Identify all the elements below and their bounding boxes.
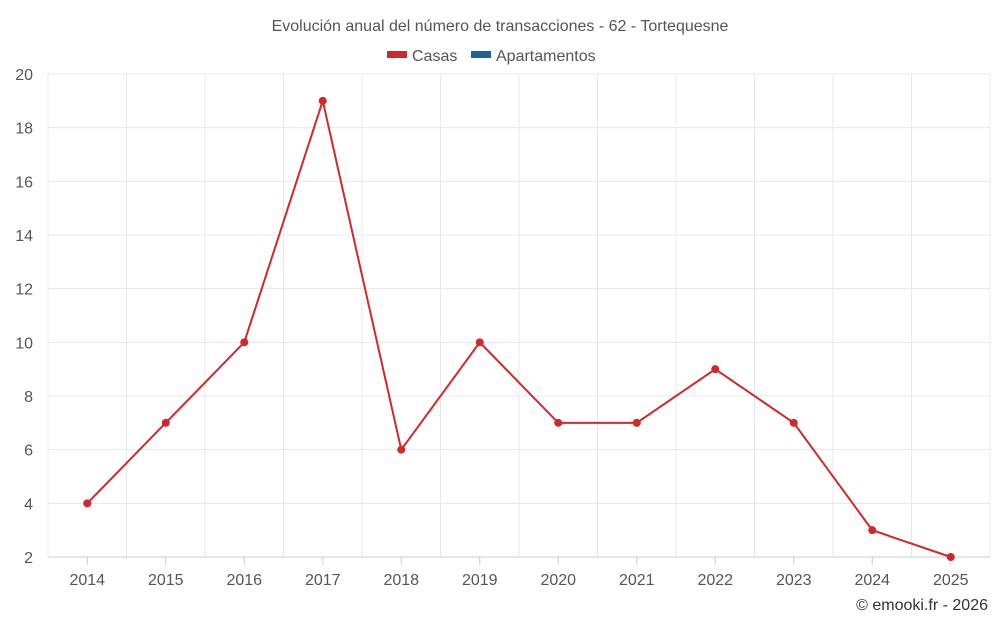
- y-tick-label: 20: [15, 67, 33, 84]
- x-tick-label: 2018: [383, 572, 419, 589]
- data-point[interactable]: [789, 418, 798, 427]
- y-tick-label: 14: [15, 228, 33, 245]
- data-point[interactable]: [161, 418, 170, 427]
- x-tick-label: 2016: [226, 572, 262, 589]
- y-tick-label: 12: [15, 282, 33, 299]
- x-tick-label: 2019: [462, 572, 498, 589]
- x-tick-label: 2021: [619, 572, 655, 589]
- x-tick-label: 2022: [697, 572, 733, 589]
- x-axis: 2014 2015 2016 2017 2018 2019 2020 2021 2022 2023…: [48, 556, 990, 589]
- legend-label-apartamentos[interactable]: Apartamentos: [496, 48, 596, 65]
- y-tick-label: 18: [15, 121, 33, 138]
- legend-swatch-casas: [387, 51, 407, 58]
- legend-swatch-apartamentos: [471, 51, 491, 58]
- data-point[interactable]: [83, 499, 92, 508]
- credit-text: © emooki.fr - 2026: [856, 597, 988, 614]
- x-tick-label: 2023: [776, 572, 812, 589]
- chart-title: Evolución anual del número de transaccio…: [272, 18, 729, 35]
- data-point[interactable]: [397, 445, 406, 454]
- y-axis: 2 4 6 8 10 12 14 16 18 20: [15, 67, 33, 567]
- x-tick-label: 2025: [933, 572, 969, 589]
- y-tick-label: 2: [24, 550, 33, 567]
- y-tick-label: 4: [24, 496, 33, 513]
- data-point[interactable]: [711, 365, 720, 374]
- x-tick-label: 2015: [148, 572, 184, 589]
- data-point[interactable]: [318, 96, 327, 105]
- x-tick-label: 2014: [69, 572, 105, 589]
- data-point[interactable]: [946, 553, 955, 561]
- data-point[interactable]: [868, 526, 877, 535]
- y-tick-label: 8: [24, 389, 33, 406]
- x-tick-label: 2020: [540, 572, 576, 589]
- data-point[interactable]: [632, 418, 641, 427]
- y-tick-label: 6: [24, 443, 33, 460]
- data-point[interactable]: [554, 418, 563, 427]
- x-tick-label: 2024: [854, 572, 890, 589]
- series-casas: [83, 96, 955, 561]
- x-tick-label: 2017: [305, 572, 341, 589]
- legend[interactable]: Casas Apartamentos: [387, 48, 596, 65]
- series-line: [86, 99, 952, 558]
- legend-label-casas[interactable]: Casas: [412, 48, 457, 65]
- y-tick-label: 16: [15, 174, 33, 191]
- data-point[interactable]: [240, 338, 249, 347]
- y-tick-label: 10: [15, 335, 33, 352]
- data-point[interactable]: [475, 338, 484, 347]
- grid-lines: [47, 73, 991, 557]
